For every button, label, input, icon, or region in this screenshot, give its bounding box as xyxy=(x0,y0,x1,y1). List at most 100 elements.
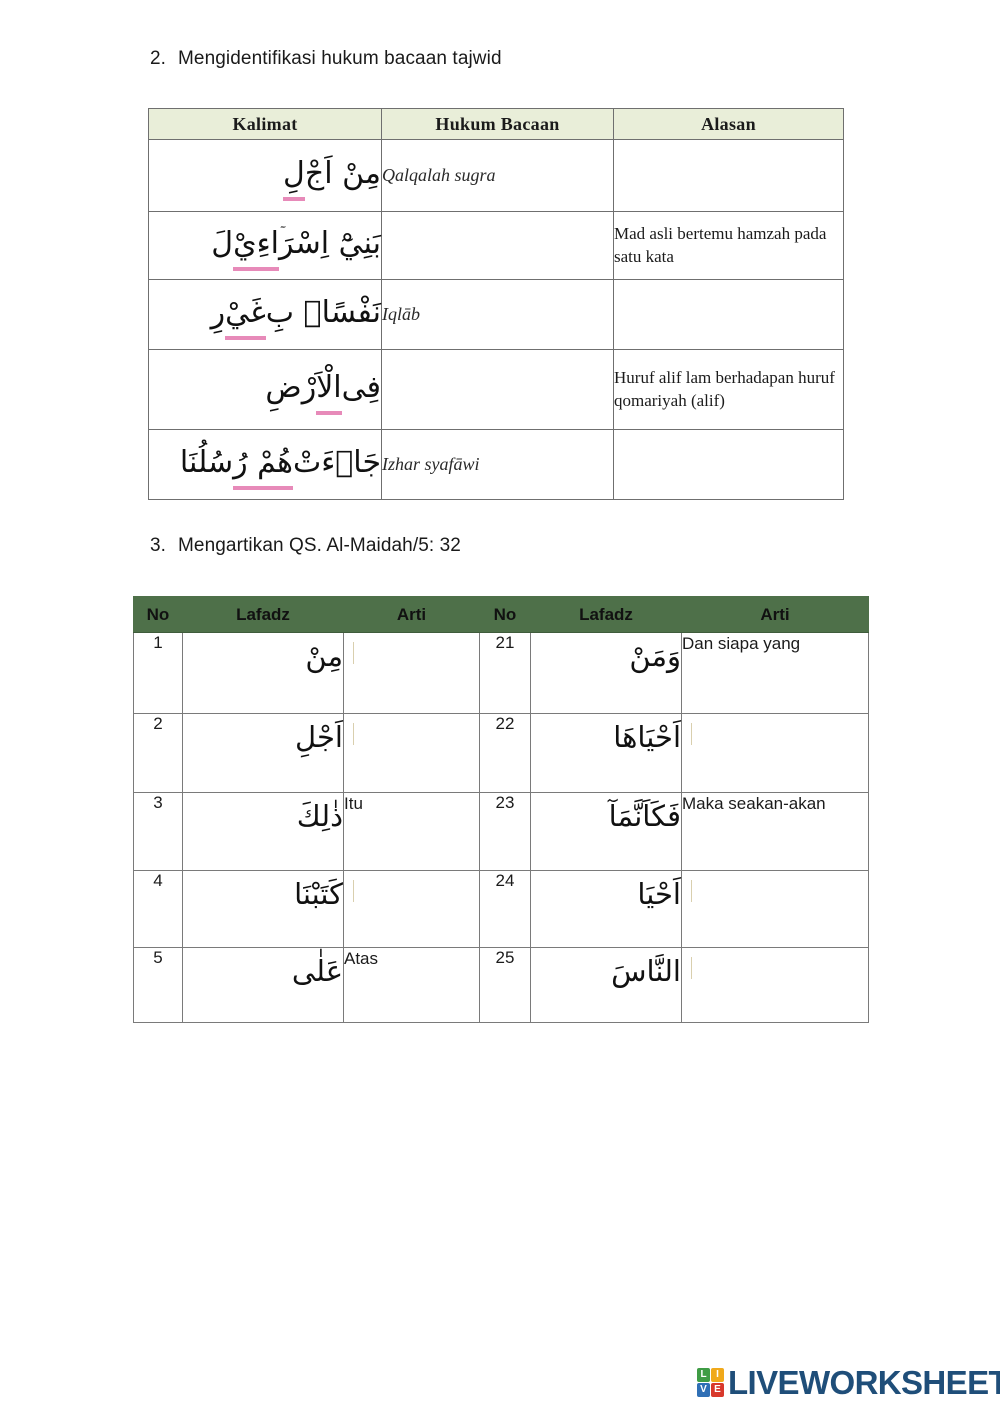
table-row: 5 عَلٰى Atas 25 النَّاسَ xyxy=(133,947,869,1023)
arabic-word: النَّاسَ xyxy=(611,954,681,988)
section-heading-arti: 3. Mengartikan QS. Al-Maidah/5: 32 xyxy=(150,535,461,557)
tajwid-hukum-cell[interactable]: Izhar syafāwi xyxy=(381,429,614,500)
arti-no-right: 24 xyxy=(479,870,531,948)
tajwid-hukum-cell[interactable]: Iqlāb xyxy=(381,279,614,350)
arabic-plain: مِنْ اَجْ xyxy=(304,155,381,191)
arabic-highlight: غَيْ xyxy=(225,290,266,340)
table-row: مِنْ اَجْلِ Qalqalah sugra xyxy=(148,139,844,212)
table-row: 2 اَجْلِ 22 اَحْيَاهَا xyxy=(133,713,869,793)
tajwid-kalimat-cell: نَفْسًاۢ بِغَيْرِ xyxy=(148,279,382,350)
tajwid-header-hukum: Hukum Bacaan xyxy=(381,108,614,140)
arabic-phrase: مِنْ اَجْلِ xyxy=(283,151,381,201)
arabic-word: فَكَاَنَّمَآ xyxy=(608,799,681,833)
arti-header-lafadz-right: Lafadz xyxy=(530,596,682,633)
arabic-phrase: فِى الْاَرْضِ xyxy=(265,365,381,415)
tajwid-alasan-cell[interactable] xyxy=(613,429,844,500)
arti-no-left: 4 xyxy=(133,870,183,948)
arti-no-right: 22 xyxy=(479,713,531,793)
arti-answer-right[interactable]: Maka seakan-akan xyxy=(681,792,869,871)
tajwid-kalimat-cell: فِى الْاَرْضِ xyxy=(148,349,382,430)
arti-lafadz-left: اَجْلِ xyxy=(182,713,344,793)
arti-table: No Lafadz Arti No Lafadz Arti 1 مِنْ 21 … xyxy=(133,596,869,1023)
logo-tile-l-icon: L xyxy=(697,1368,710,1382)
arti-lafadz-right: اَحْيَا xyxy=(530,870,682,948)
section-number-tajwid: 2. xyxy=(150,48,167,69)
arti-lafadz-left: كَتَبْنَا xyxy=(182,870,344,948)
arti-answer-left[interactable] xyxy=(343,632,480,714)
arabic-highlight: لِ xyxy=(283,151,305,201)
arti-header-arti-right: Arti xyxy=(681,596,869,633)
arti-answer-left[interactable]: Atas xyxy=(343,947,480,1023)
arti-no-left: 1 xyxy=(133,632,183,714)
arabic-plain-tail: رِ xyxy=(210,294,226,330)
tajwid-kalimat-cell: مِنْ اَجْلِ xyxy=(148,139,382,212)
arti-header-row: No Lafadz Arti No Lafadz Arti xyxy=(133,596,869,633)
arti-lafadz-right: وَمَنْ xyxy=(530,632,682,714)
arabic-word: مِنْ xyxy=(305,639,343,673)
arabic-word: كَتَبْنَا xyxy=(294,877,343,911)
arti-lafadz-right: النَّاسَ xyxy=(530,947,682,1023)
arti-answer-right[interactable] xyxy=(681,713,869,793)
tajwid-alasan-cell[interactable]: Mad asli bertemu hamzah pada satu kata xyxy=(613,211,844,280)
section-title-tajwid: Mengidentifikasi hukum bacaan tajwid xyxy=(178,48,502,69)
arabic-highlight: ۤاءِيْ xyxy=(233,221,280,271)
arabic-plain: جَاۤءَتْ xyxy=(292,444,381,480)
section-number-arti: 3. xyxy=(150,535,167,556)
arabic-plain: نَفْسًاۢ بِ xyxy=(265,294,381,330)
arabic-plain: فِى xyxy=(341,369,381,405)
arti-header-no-left: No xyxy=(133,596,183,633)
arabic-word: اَحْيَا xyxy=(637,877,681,911)
tajwid-hukum-cell[interactable]: Qalqalah sugra xyxy=(381,139,614,212)
tajwid-header-alasan: Alasan xyxy=(613,108,844,140)
arti-no-left: 5 xyxy=(133,947,183,1023)
arabic-word: وَمَنْ xyxy=(629,639,681,673)
arti-no-right: 25 xyxy=(479,947,531,1023)
logo-tile-i-icon: I xyxy=(711,1368,724,1382)
arabic-word: اَجْلِ xyxy=(295,720,343,754)
arti-answer-right[interactable] xyxy=(681,870,869,948)
arti-answer-left[interactable] xyxy=(343,870,480,948)
table-row: فِى الْاَرْضِ Huruf alif lam berhadapan … xyxy=(148,349,844,430)
arabic-plain-tail: لَ xyxy=(211,225,234,261)
arabic-word: عَلٰى xyxy=(291,954,343,988)
tajwid-alasan-cell[interactable] xyxy=(613,279,844,350)
tajwid-alasan-cell[interactable]: Huruf alif lam berhadapan huruf qomariya… xyxy=(613,349,844,430)
arabic-highlight: الْاَ xyxy=(316,365,342,415)
arabic-plain: بَنِيْٓ اِسْرَ xyxy=(279,225,381,261)
arti-header-no-right: No xyxy=(479,596,531,633)
logo-tile-e-icon: E xyxy=(711,1383,724,1397)
table-row: نَفْسًاۢ بِغَيْرِ Iqlāb xyxy=(148,279,844,350)
arti-no-right: 21 xyxy=(479,632,531,714)
liveworksheets-logo[interactable]: L I V E LIVEWORKSHEETS xyxy=(697,1366,1000,1399)
tajwid-hukum-cell[interactable] xyxy=(381,349,614,430)
logo-tiles: L I V E xyxy=(697,1368,724,1397)
arti-lafadz-left: مِنْ xyxy=(182,632,344,714)
tajwid-header-kalimat: Kalimat xyxy=(148,108,382,140)
arti-header-lafadz-left: Lafadz xyxy=(182,596,344,633)
logo-tile-v-icon: V xyxy=(697,1383,710,1397)
arabic-highlight: هُمْ رُ xyxy=(233,440,293,490)
tajwid-hukum-cell[interactable] xyxy=(381,211,614,280)
arti-header-arti-left: Arti xyxy=(343,596,480,633)
tajwid-kalimat-cell: جَاۤءَتْهُمْ رُسُلُنَا xyxy=(148,429,382,500)
arti-answer-right[interactable]: Dan siapa yang xyxy=(681,632,869,714)
arti-lafadz-right: اَحْيَاهَا xyxy=(530,713,682,793)
tajwid-alasan-cell[interactable] xyxy=(613,139,844,212)
arti-no-left: 2 xyxy=(133,713,183,793)
table-row: 3 ذٰلِكَ Itu 23 فَكَاَنَّمَآ Maka seakan… xyxy=(133,792,869,871)
logo-wordmark: LIVEWORKSHEETS xyxy=(728,1364,1000,1401)
arabic-phrase: بَنِيْٓ اِسْرَۤاءِيْلَ xyxy=(211,221,381,271)
arabic-word: اَحْيَاهَا xyxy=(613,720,681,754)
arti-no-left: 3 xyxy=(133,792,183,871)
arti-lafadz-right: فَكَاَنَّمَآ xyxy=(530,792,682,871)
arti-answer-right[interactable] xyxy=(681,947,869,1023)
arti-answer-left[interactable]: Itu xyxy=(343,792,480,871)
arti-no-right: 23 xyxy=(479,792,531,871)
tajwid-table: Kalimat Hukum Bacaan Alasan مِنْ اَجْلِ … xyxy=(148,108,844,500)
arti-answer-left[interactable] xyxy=(343,713,480,793)
table-row: 1 مِنْ 21 وَمَنْ Dan siapa yang xyxy=(133,632,869,714)
section-heading-tajwid: 2. Mengidentifikasi hukum bacaan tajwid xyxy=(150,48,502,70)
table-row: 4 كَتَبْنَا 24 اَحْيَا xyxy=(133,870,869,948)
table-row: جَاۤءَتْهُمْ رُسُلُنَا Izhar syafāwi xyxy=(148,429,844,500)
